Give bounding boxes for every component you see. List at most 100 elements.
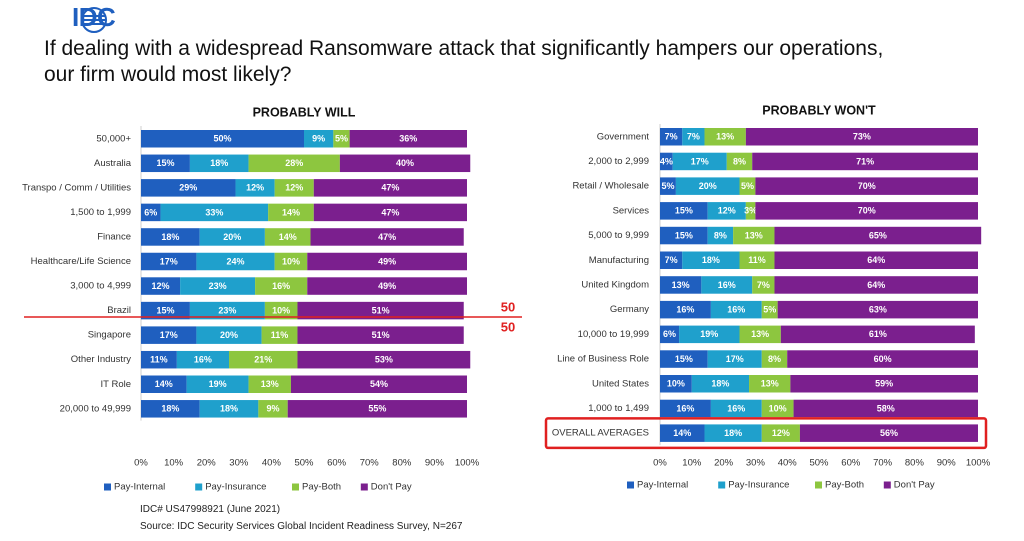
data-label: 18% (220, 404, 238, 414)
bar-segment (682, 128, 705, 146)
bar-segment (297, 301, 464, 320)
data-label: 16% (676, 403, 694, 413)
category-label: 50,000+ (96, 133, 131, 144)
bar-segment (141, 301, 190, 320)
bar-segment (313, 179, 467, 197)
legend-label: Don't Pay (371, 482, 412, 493)
bar-segment (199, 400, 259, 418)
bar-segment (261, 326, 298, 344)
data-label: 19% (209, 379, 227, 389)
bar-segment (726, 152, 753, 171)
doc-id-note: IDC# US47998921 (June 2021) (140, 504, 281, 515)
bar-segment (176, 350, 230, 369)
data-label: 6% (663, 329, 676, 339)
bar-segment (710, 399, 762, 418)
data-label: 7% (665, 132, 678, 142)
chart-title: PROBABLY WILL (253, 105, 356, 119)
data-label: 17% (160, 330, 178, 340)
category-label: 5,000 to 9,999 (588, 230, 649, 241)
bar-segment (660, 399, 711, 418)
legend-label: Pay-Both (302, 482, 341, 493)
legend-label: Pay-Insurance (205, 482, 266, 493)
bar-segment (774, 251, 978, 269)
data-label: 18% (210, 158, 228, 168)
bar-segment (307, 252, 467, 271)
legend-swatch (718, 481, 726, 489)
data-label: 58% (877, 403, 895, 413)
bar-segment (248, 375, 291, 393)
legend-swatch (627, 481, 634, 489)
tick-label: 80% (905, 458, 925, 469)
tick-label: 20% (714, 458, 734, 469)
category-label: 1,000 to 1,499 (588, 403, 649, 414)
title-line-2: our firm would most likely? (44, 63, 292, 86)
data-label: 18% (161, 404, 179, 414)
data-label: 47% (381, 207, 399, 217)
data-label: 21% (254, 355, 272, 365)
data-label: 17% (160, 256, 178, 266)
category-label: Australia (94, 158, 132, 169)
data-label: 15% (156, 158, 174, 168)
bar-segment (745, 202, 756, 220)
data-label: 33% (205, 207, 223, 217)
bar-segment (307, 277, 467, 295)
category-label: Finance (97, 231, 131, 242)
bar-segment (660, 424, 705, 442)
data-label: 13% (751, 329, 769, 339)
bar-segment (707, 350, 762, 368)
data-label: 12% (246, 183, 264, 193)
data-label: 70% (858, 206, 876, 216)
data-label: 4% (660, 156, 673, 166)
data-label: 20% (223, 232, 241, 242)
data-label: 15% (675, 230, 693, 240)
bar-segment (199, 228, 265, 246)
tick-label: 40% (262, 458, 282, 469)
category-label: Retail / Wholesale (572, 181, 649, 192)
tick-label: 70% (360, 458, 380, 469)
bar-segment (141, 228, 200, 246)
tick-label: 100% (966, 458, 991, 469)
data-label: 9% (312, 134, 325, 144)
bar-segment (682, 251, 740, 269)
tick-label: 0% (653, 458, 667, 469)
title-line-1: If dealing with a widespread Ransomware … (44, 37, 884, 60)
bar-segment (660, 276, 702, 294)
category-label: 10,000 to 19,999 (578, 329, 649, 340)
data-label: 51% (372, 330, 390, 340)
tick-label: 80% (392, 458, 412, 469)
data-label: 54% (370, 379, 388, 389)
data-label: 56% (880, 428, 898, 438)
category-label: United Kingdom (581, 279, 649, 290)
bar-segment (679, 325, 740, 344)
category-label: Manufacturing (589, 255, 649, 266)
tick-label: 60% (841, 458, 861, 469)
data-label: 7% (757, 280, 770, 290)
bar-segment (258, 400, 288, 418)
bar-segment (660, 226, 708, 245)
data-label: 61% (869, 329, 887, 339)
tick-label: 10% (682, 458, 702, 469)
data-label: 64% (867, 255, 885, 265)
category-label: United States (592, 378, 649, 389)
bar-segment (691, 375, 750, 393)
bar-segment (141, 400, 200, 418)
bar-segment (799, 424, 978, 442)
data-label: 16% (718, 280, 736, 290)
data-label: 19% (700, 329, 718, 339)
data-label: 18% (161, 232, 179, 242)
bar-segment (660, 177, 676, 195)
data-label: 73% (853, 132, 871, 142)
bar-segment (787, 350, 978, 368)
legend-label: Pay-Internal (114, 482, 165, 493)
idc-logo-icon (81, 7, 107, 33)
data-label: 13% (745, 230, 763, 240)
category-label: 3,000 to 4,999 (70, 281, 131, 292)
bar-segment (141, 277, 181, 295)
bar-segment (704, 424, 762, 442)
data-label: 15% (675, 354, 693, 364)
data-label: 24% (227, 256, 245, 266)
bar-segment (752, 152, 978, 171)
bar-segment (672, 152, 727, 171)
data-label: 18% (702, 255, 720, 265)
data-label: 53% (375, 355, 393, 365)
